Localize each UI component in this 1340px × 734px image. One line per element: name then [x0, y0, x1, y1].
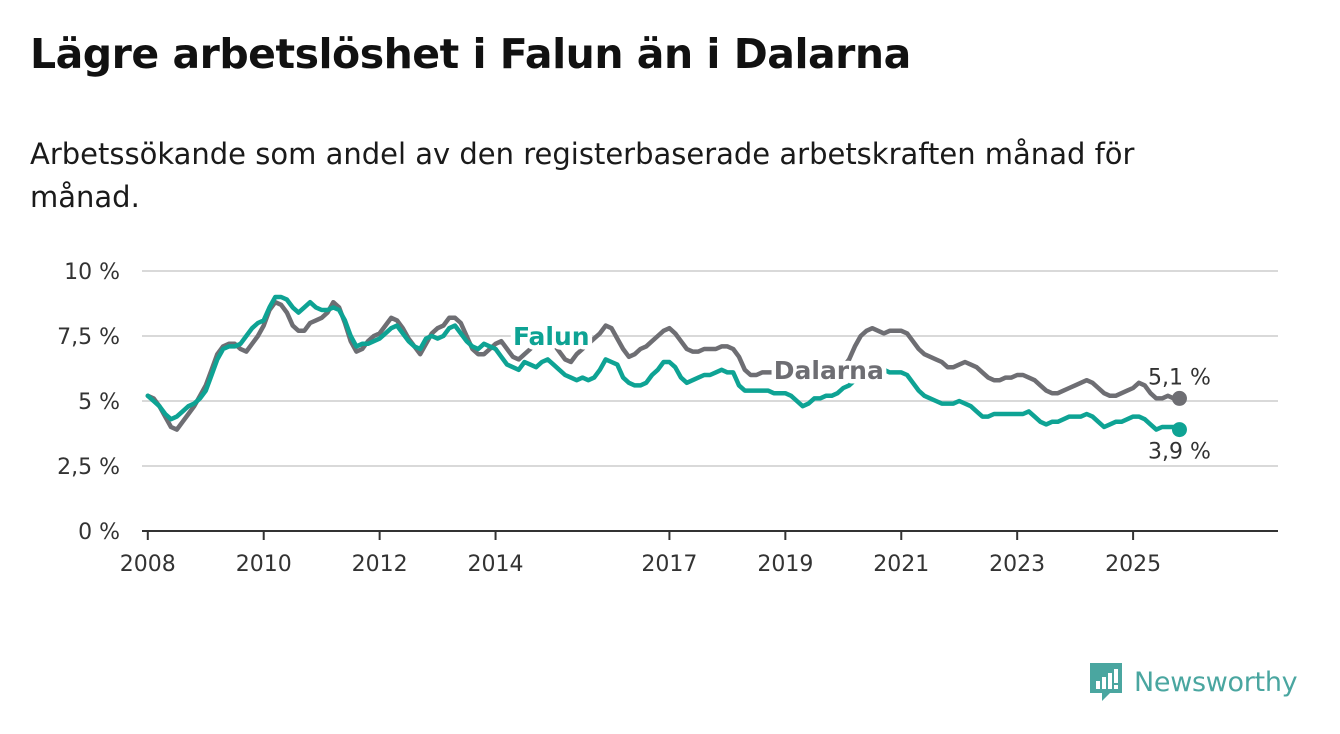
line-chart: 0 % 2,5 % 5 % 7,5 % 10 % 2008 2010 2012 2014 201… — [57, 260, 1278, 577]
x-tick-label: 2010 — [236, 552, 292, 577]
series-line-dalarna — [145, 299, 1182, 432]
series-label-falun: Falun — [513, 322, 590, 351]
x-tick-label: 2014 — [468, 552, 524, 577]
brand-logo: Newsworthy — [1088, 661, 1298, 703]
x-tick-label: 2017 — [641, 552, 697, 577]
end-point-dalarna — [1171, 390, 1187, 406]
gridlines — [142, 270, 1278, 467]
chart-title: Lägre arbetslöshet i Falun än i Dalarna — [30, 30, 911, 78]
y-tick-label: 2,5 % — [57, 455, 120, 480]
y-tick-label: 10 % — [64, 260, 120, 285]
x-axis: 2008 2010 2012 2014 2017 2019 2021 2023 2025 — [120, 530, 1278, 577]
brand-name: Newsworthy — [1134, 666, 1298, 698]
x-tick-label: 2008 — [120, 552, 176, 577]
series-lines — [145, 294, 1182, 432]
end-value-label-dalarna: 5,1 % — [1148, 365, 1211, 390]
series-line-falun — [145, 294, 1182, 432]
x-tick-label: 2019 — [757, 552, 813, 577]
y-tick-label: 5 % — [78, 390, 120, 415]
y-tick-label: 0 % — [78, 520, 120, 545]
newsworthy-logo-icon — [1090, 663, 1122, 701]
x-tick-label: 2021 — [873, 552, 929, 577]
x-tick-label: 2023 — [989, 552, 1045, 577]
x-tick-label: 2012 — [352, 552, 408, 577]
end-point-falun — [1171, 422, 1187, 438]
end-value-label-falun: 3,9 % — [1148, 440, 1211, 465]
series-label-dalarna: Dalarna — [774, 356, 884, 385]
series-labels: Falun Dalarna 5,1 % 3,9 % — [508, 318, 1211, 465]
y-tick-label: 7,5 % — [57, 325, 120, 350]
chart-subtitle: Arbetssökande som andel av den registerb… — [30, 137, 1135, 214]
y-axis-tick-labels: 0 % 2,5 % 5 % 7,5 % 10 % — [57, 260, 120, 545]
x-tick-label: 2025 — [1105, 552, 1161, 577]
